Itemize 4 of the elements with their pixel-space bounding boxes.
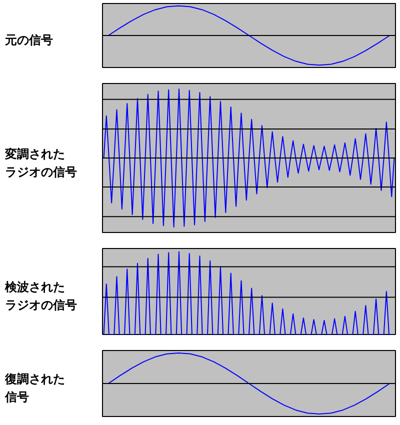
y-axis-title: 元の信号 bbox=[5, 32, 53, 49]
y-axis-title: 変調されたラジオの信号 bbox=[5, 146, 77, 180]
y-axis-title: 検波されたラジオの信号 bbox=[5, 279, 77, 314]
y-axis-title: 復調された信号 bbox=[5, 371, 65, 406]
